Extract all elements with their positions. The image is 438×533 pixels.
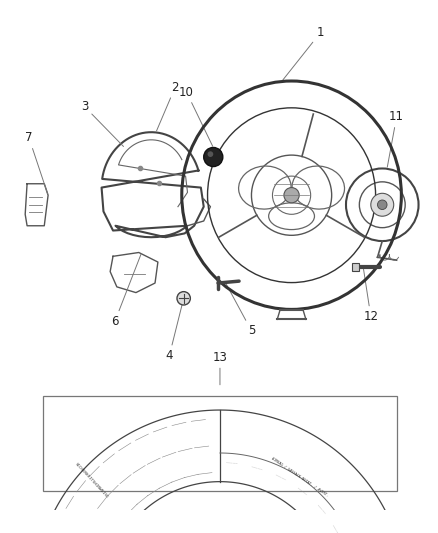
- Text: SICHERHEITSHINWEISE: SICHERHEITSHINWEISE: [74, 462, 109, 499]
- Text: 13: 13: [212, 351, 227, 385]
- Text: 5: 5: [226, 284, 255, 337]
- Circle shape: [371, 193, 394, 216]
- Text: 11: 11: [387, 110, 404, 167]
- Text: ———————: ———————: [251, 464, 263, 471]
- Text: 1: 1: [283, 27, 324, 80]
- Bar: [43, 395, 396, 491]
- Circle shape: [204, 148, 223, 167]
- Text: 7: 7: [25, 132, 48, 194]
- Text: 6: 6: [111, 254, 141, 328]
- Text: ———————: ———————: [226, 461, 237, 465]
- Circle shape: [378, 200, 387, 209]
- Circle shape: [177, 292, 191, 305]
- Text: ———————: ———————: [297, 486, 308, 496]
- Text: AIRBAG / GASSACK NOTAT. / AVERT.: AIRBAG / GASSACK NOTAT. / AVERT.: [271, 457, 329, 498]
- Text: ———————: ———————: [331, 523, 340, 533]
- Text: ———————: ———————: [316, 503, 326, 514]
- Text: 10: 10: [179, 86, 213, 146]
- Circle shape: [284, 188, 299, 203]
- Circle shape: [208, 151, 213, 157]
- Text: 12: 12: [363, 268, 378, 323]
- Bar: [352, 263, 359, 271]
- Text: 3: 3: [81, 100, 124, 147]
- Text: 4: 4: [166, 300, 184, 362]
- Text: 2: 2: [156, 81, 179, 131]
- Text: ———————: ———————: [275, 473, 286, 481]
